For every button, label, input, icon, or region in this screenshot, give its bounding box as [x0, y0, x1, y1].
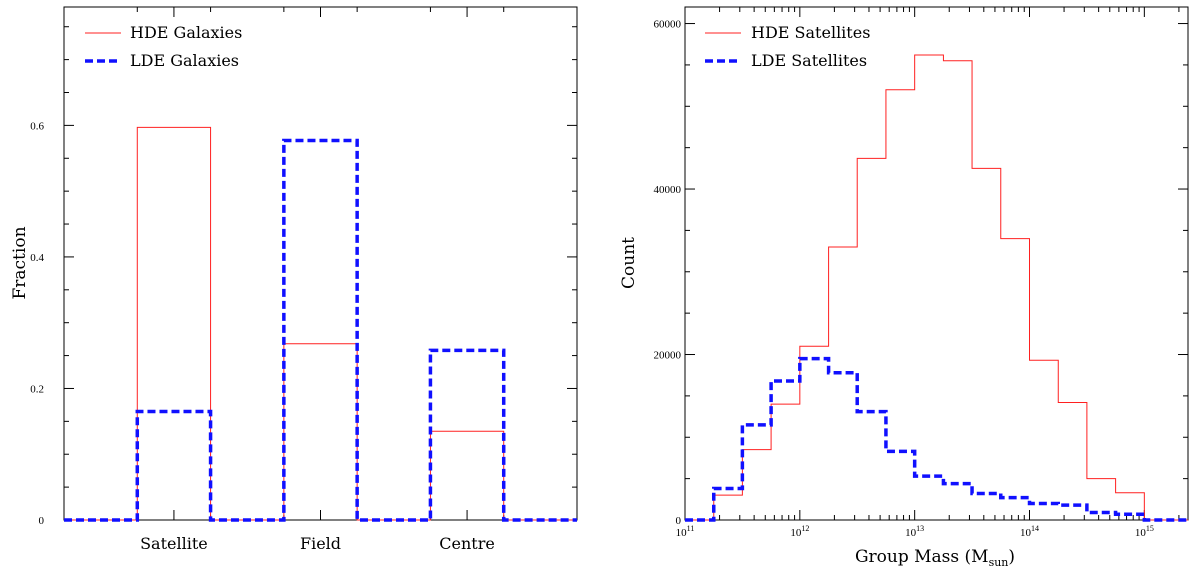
chart-count-x-axis-title-main: Group Mass (M: [855, 547, 989, 567]
x-tick-label: 1013: [905, 524, 924, 539]
x-category-label: Field: [300, 534, 341, 553]
x-tick-label: 1011: [676, 524, 695, 539]
chart-count-x-axis-title: Group Mass (Msun): [855, 547, 1015, 569]
chart-count-y-tick-labels: 0 20000 40000 60000: [654, 19, 682, 527]
chart-count-series: [685, 54, 1188, 522]
legend-label-hde-galaxies: HDE Galaxies: [130, 23, 242, 42]
chart-fraction-series: [64, 126, 577, 522]
y-tick-label: 20000: [654, 350, 682, 362]
y-tick-label: 0.2: [30, 383, 44, 395]
series-hde-satellites: [685, 54, 1188, 521]
series-hde-galaxies: [64, 126, 577, 521]
chart-fraction-y-tick-labels: 0 0.2 0.4 0.6: [30, 120, 44, 527]
x-tick-label: 1012: [790, 524, 809, 539]
y-tick-label: 0: [676, 515, 682, 527]
chart-count-frame: [684, 6, 1189, 521]
x-category-label: Satellite: [140, 534, 208, 553]
legend-label-lde-satellites: LDE Satellites: [751, 51, 867, 70]
chart-count-x-axis-title-close: ): [1008, 547, 1015, 567]
legend-label-hde-satellites: HDE Satellites: [751, 23, 870, 42]
chart-count-x-tick-labels: 1011 1012 1013 1014 1015: [676, 524, 1154, 539]
chart-count-y-axis-title: Count: [619, 237, 639, 289]
chart-fraction-frame: [63, 6, 578, 521]
chart-fraction: 0 0.2 0.4 0.6 Satellite Field Centre Fraction…: [10, 6, 578, 553]
chart-count-x-axis-title-sub: sun: [989, 556, 1009, 569]
chart-count-legend: HDE Satellites LDE Satellites: [705, 23, 870, 70]
chart-count: 0 20000 40000 60000 1011 1012 1013 1014 1015 Co…: [619, 6, 1189, 569]
y-tick-label: 60000: [654, 19, 682, 31]
chart-fraction-ticks: [63, 7, 578, 521]
chart-fraction-category-labels: Satellite Field Centre: [140, 534, 495, 553]
y-tick-label: 0: [39, 515, 45, 527]
series-lde-galaxies: [64, 138, 577, 522]
y-tick-label: 40000: [654, 184, 682, 196]
y-tick-label: 0.6: [30, 120, 44, 132]
series-lde-satellites: [685, 356, 1188, 522]
x-tick-label: 1014: [1020, 524, 1039, 539]
chart-count-ticks: [684, 7, 1188, 521]
chart-fraction-y-axis-title: Fraction: [10, 226, 30, 299]
chart-fraction-legend: HDE Galaxies LDE Galaxies: [85, 23, 242, 70]
y-tick-label: 0.4: [30, 252, 44, 264]
x-tick-label: 1015: [1135, 524, 1154, 539]
x-category-label: Centre: [439, 534, 495, 553]
legend-label-lde-galaxies: LDE Galaxies: [130, 51, 239, 70]
